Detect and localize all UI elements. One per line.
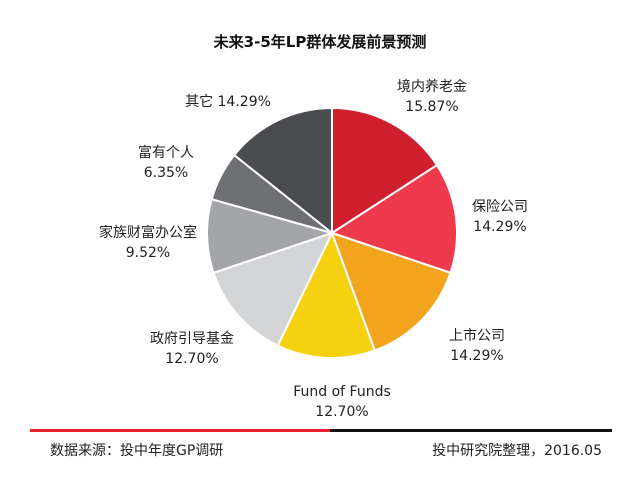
slice-label: 保险公司 xyxy=(472,199,528,215)
pie-slices xyxy=(207,108,457,358)
slice-label: 富有个人 xyxy=(138,144,194,161)
slice-value-label: 14.29% xyxy=(473,219,526,235)
slice-label: 政府引导基金 xyxy=(150,330,234,347)
slice-value-label: 9.52% xyxy=(126,245,170,261)
slice-value-label: 12.70% xyxy=(165,351,218,367)
slice-value-label: 6.35% xyxy=(144,165,188,181)
slice-label: 家族财富办公室 xyxy=(99,224,197,241)
slice-label: 上市公司 xyxy=(449,327,505,344)
slice-label: Fund of Funds xyxy=(293,384,391,400)
slice-label: 境内养老金 xyxy=(397,79,467,95)
slice-value-label: 15.87% xyxy=(405,99,458,115)
chart-title: 未来3-5年LP群体发展前景预测 xyxy=(213,33,427,51)
slice-value-label: 12.70% xyxy=(315,404,368,420)
footer-rule-red xyxy=(30,429,330,432)
credit-note: 投中研究院整理，2016.05 xyxy=(432,440,602,460)
footer-rule-black xyxy=(330,429,612,432)
source-note: 数据来源：投中年度GP调研 xyxy=(50,440,223,460)
slice-value-label: 14.29% xyxy=(450,348,503,364)
slice-label: 其它 14.29% xyxy=(185,93,271,110)
